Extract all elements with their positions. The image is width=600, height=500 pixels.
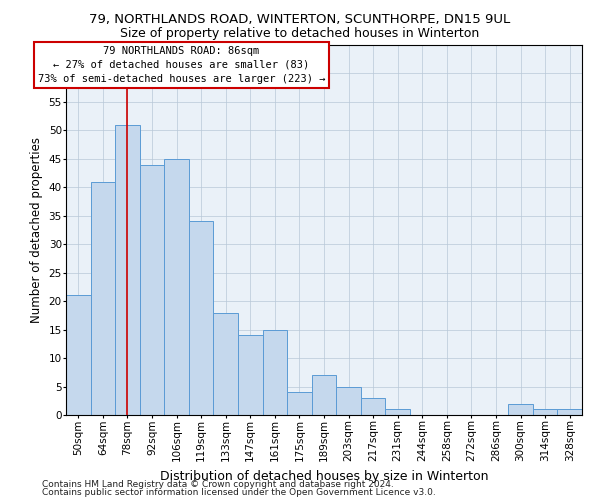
Bar — [189, 222, 214, 415]
Bar — [287, 392, 312, 415]
Text: 79, NORTHLANDS ROAD, WINTERTON, SCUNTHORPE, DN15 9UL: 79, NORTHLANDS ROAD, WINTERTON, SCUNTHOR… — [89, 12, 511, 26]
Text: Size of property relative to detached houses in Winterton: Size of property relative to detached ho… — [121, 28, 479, 40]
Bar — [336, 386, 361, 415]
Bar — [361, 398, 385, 415]
Y-axis label: Number of detached properties: Number of detached properties — [30, 137, 43, 323]
Bar — [557, 410, 582, 415]
Bar — [533, 410, 557, 415]
X-axis label: Distribution of detached houses by size in Winterton: Distribution of detached houses by size … — [160, 470, 488, 482]
Bar — [91, 182, 115, 415]
Bar — [385, 410, 410, 415]
Bar — [66, 296, 91, 415]
Text: Contains public sector information licensed under the Open Government Licence v3: Contains public sector information licen… — [42, 488, 436, 497]
Text: Contains HM Land Registry data © Crown copyright and database right 2024.: Contains HM Land Registry data © Crown c… — [42, 480, 394, 489]
Bar — [115, 124, 140, 415]
Bar — [508, 404, 533, 415]
Bar — [238, 336, 263, 415]
Bar — [263, 330, 287, 415]
Bar — [140, 164, 164, 415]
Bar — [214, 312, 238, 415]
Bar — [164, 159, 189, 415]
Text: 79 NORTHLANDS ROAD: 86sqm
← 27% of detached houses are smaller (83)
73% of semi-: 79 NORTHLANDS ROAD: 86sqm ← 27% of detac… — [38, 46, 325, 84]
Bar — [312, 375, 336, 415]
